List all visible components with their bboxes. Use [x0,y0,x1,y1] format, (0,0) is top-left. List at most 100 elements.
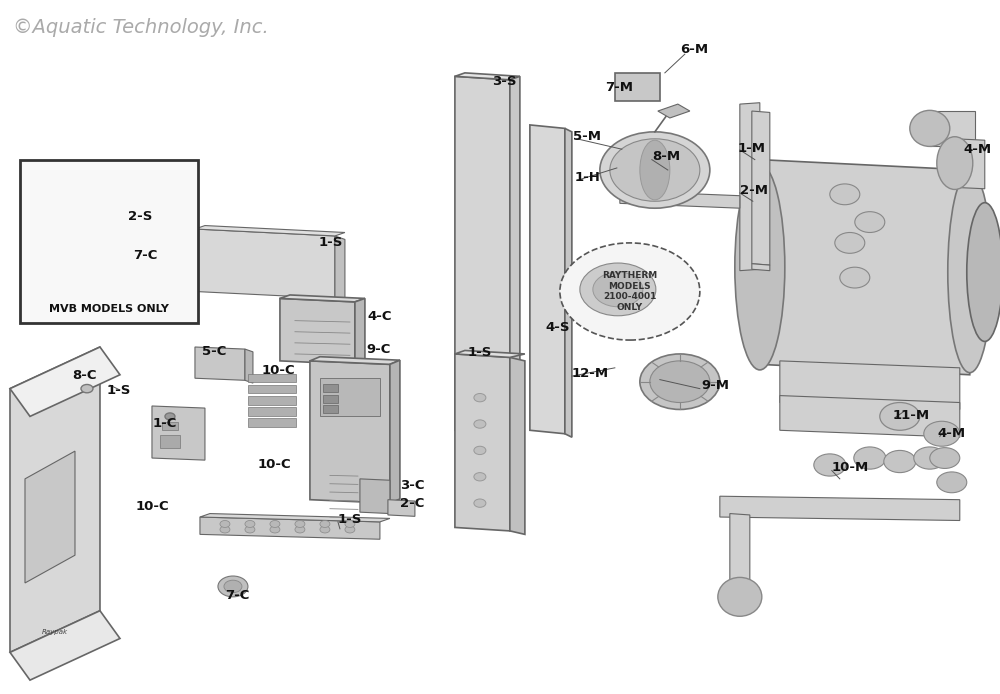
Text: 4-M: 4-M [964,144,992,156]
Circle shape [835,232,865,253]
Ellipse shape [910,110,950,146]
Polygon shape [565,128,572,437]
Circle shape [930,448,960,468]
Bar [320,378,380,416]
Circle shape [884,450,916,473]
Circle shape [560,243,700,340]
Text: 10-C: 10-C [136,500,170,513]
Text: RAYTHERM
MODELS
2100-4001
ONLY: RAYTHERM MODELS 2100-4001 ONLY [602,271,657,312]
Text: 3-C: 3-C [400,480,424,492]
Circle shape [345,526,355,533]
Text: 9-M: 9-M [702,380,730,392]
Polygon shape [510,357,525,534]
Polygon shape [280,295,365,302]
Bar [323,405,338,413]
Polygon shape [530,125,565,434]
Circle shape [218,576,248,597]
Circle shape [474,473,486,481]
Polygon shape [955,139,985,189]
Circle shape [245,526,255,533]
Text: 12-M: 12-M [572,367,609,380]
Polygon shape [455,350,525,357]
Circle shape [924,421,960,446]
Text: 9-C: 9-C [366,343,390,355]
Circle shape [830,184,860,205]
Bar [323,395,338,403]
Polygon shape [930,111,975,146]
Text: 10-M: 10-M [832,462,869,474]
Bar [248,374,296,382]
Polygon shape [658,104,690,118]
Text: 4-M: 4-M [938,428,966,440]
Bar [20,160,198,323]
Polygon shape [90,236,105,250]
Polygon shape [730,514,750,598]
Polygon shape [360,479,390,514]
Text: MVB MODELS ONLY: MVB MODELS ONLY [49,304,169,314]
Polygon shape [752,264,770,271]
Polygon shape [45,161,78,175]
Polygon shape [10,347,100,652]
Circle shape [220,520,230,527]
Polygon shape [455,354,510,531]
Bar [248,396,296,405]
Circle shape [937,472,967,493]
Polygon shape [388,500,415,516]
Polygon shape [195,229,335,298]
Polygon shape [740,103,760,271]
Circle shape [345,520,355,527]
Circle shape [610,139,700,201]
Text: 6-M: 6-M [680,44,708,56]
Circle shape [295,520,305,527]
Bar [323,384,338,392]
Circle shape [270,520,280,527]
Polygon shape [195,226,345,236]
Text: 7-M: 7-M [605,81,633,94]
Circle shape [224,580,242,593]
Polygon shape [45,167,68,250]
Circle shape [93,242,103,248]
Text: 5-M: 5-M [573,130,601,142]
Text: 1-C: 1-C [153,417,177,430]
Text: 7-C: 7-C [133,249,157,262]
Circle shape [474,446,486,455]
Text: Raypak: Raypak [42,629,68,634]
Polygon shape [355,298,365,364]
Text: 7-C: 7-C [225,589,249,602]
Polygon shape [310,361,390,503]
Polygon shape [720,496,960,520]
Text: 3-S: 3-S [492,76,516,88]
Polygon shape [200,514,390,522]
Polygon shape [280,298,355,364]
Circle shape [474,420,486,428]
Circle shape [295,526,305,533]
Polygon shape [25,451,75,583]
Circle shape [81,384,93,393]
Polygon shape [245,349,253,383]
Bar [248,385,296,393]
Circle shape [600,132,710,208]
Text: 1-S: 1-S [338,513,362,525]
Circle shape [320,520,330,527]
Text: 2-M: 2-M [740,184,768,196]
Polygon shape [10,611,120,680]
Ellipse shape [948,171,992,373]
Ellipse shape [735,164,785,370]
Polygon shape [760,160,970,375]
Text: 8-C: 8-C [72,369,96,382]
Circle shape [580,263,656,316]
Text: 1-S: 1-S [468,346,492,359]
Polygon shape [615,73,660,101]
Polygon shape [510,76,520,434]
Circle shape [270,526,280,533]
Text: 1-S: 1-S [107,384,131,396]
Text: 1-M: 1-M [738,142,766,155]
Circle shape [640,354,720,409]
Polygon shape [10,347,120,416]
Polygon shape [152,406,205,460]
Polygon shape [390,360,400,503]
Circle shape [914,447,946,469]
Text: 8-M: 8-M [652,151,680,163]
Circle shape [165,413,175,420]
Circle shape [855,212,885,232]
